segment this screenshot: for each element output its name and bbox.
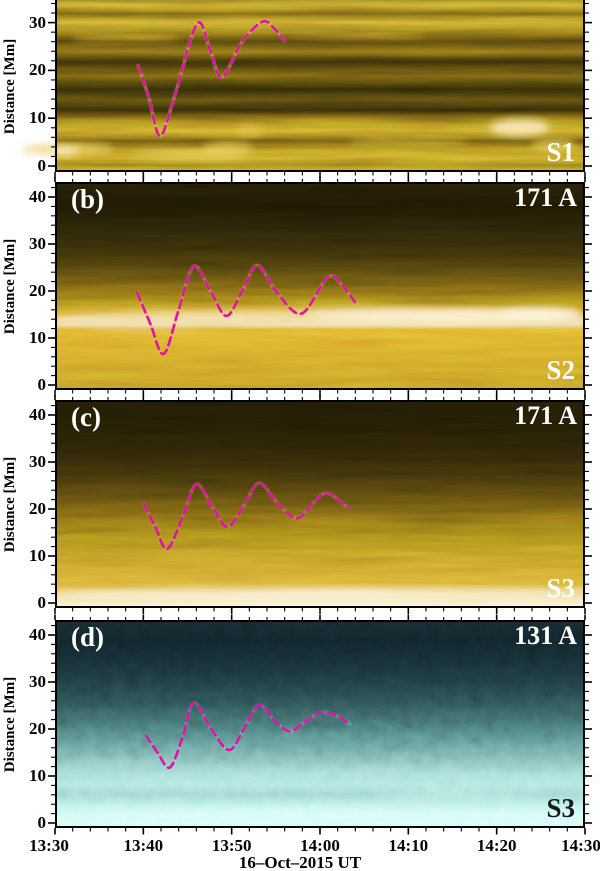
x-axis-tick-labels: 13:30 13:40 13:50 14:00 14:10 14:20 14:30: [0, 837, 600, 855]
passband-label: 171 A: [514, 183, 577, 212]
panel-frame: [55, 182, 585, 390]
plot-canvas-b: [48, 177, 592, 397]
panel-c: Distance [Mm] (c) 171 A S3 0 10 20 30 40: [3, 395, 600, 615]
y-tick-label: 10: [29, 546, 46, 565]
x-tick-label: 14:30: [561, 836, 600, 855]
y-tick-label: 0: [37, 813, 47, 832]
plot-canvas-d: [40, 615, 600, 835]
y-tick-label: 10: [29, 766, 46, 785]
panel-frame: [55, 620, 585, 828]
x-tick-label: 13:40: [123, 836, 164, 855]
y-tick-label: 40: [29, 187, 46, 206]
slit-label: S1: [546, 137, 575, 168]
y-tick-label: 0: [37, 593, 47, 612]
slit-label: S3: [546, 793, 575, 824]
x-axis-title: 16–Oct–2015 UT: [238, 853, 362, 871]
y-tick-label: 20: [29, 281, 46, 300]
y-tick-label: 20: [29, 499, 46, 518]
oscillation-track: [144, 701, 352, 770]
y-tick-label: 20: [29, 60, 46, 80]
panel-d: Distance [Mm] (d) 131 A S3 0 10 20 30 40: [3, 615, 600, 835]
slit-label: S2: [546, 355, 575, 386]
y-tick-label: 0: [37, 375, 47, 394]
passband-label: 131 A: [514, 621, 577, 650]
panel-a: Distance [Mm] S1 0 10 20 30: [3, 0, 592, 179]
panel-frame: [55, 0, 585, 172]
y-tick-label: 20: [29, 719, 46, 738]
y-tick-label: 10: [29, 108, 46, 128]
panel-letter: (d): [71, 622, 104, 652]
noise-texture: [55, 620, 585, 828]
y-tick-label: 40: [29, 405, 46, 424]
y-tick-label: 30: [29, 12, 46, 32]
axis-ticks: [48, 395, 592, 615]
oscillation-track: [135, 263, 359, 356]
slit-label: S3: [546, 573, 575, 604]
oscillation-track: [142, 481, 350, 551]
axis-ticks: [48, 177, 592, 397]
y-tick-label: 30: [29, 452, 46, 471]
panel-frame: [55, 400, 585, 608]
y-tick-label: 30: [29, 234, 46, 253]
x-tick-label: 14:10: [388, 836, 429, 855]
x-tick-label: 14:20: [476, 836, 517, 855]
noise-texture: [55, 400, 585, 608]
y-tick-label: 30: [29, 672, 46, 691]
panel-letter: (c): [71, 402, 101, 432]
plot-canvas-c: [40, 395, 600, 615]
y-tick-label: 10: [29, 328, 46, 347]
panel-b: Distance [Mm] (b) 171 A S2 0 10 20 30 40: [3, 177, 592, 397]
y-tick-label: 40: [29, 625, 46, 644]
panel-letter: (b): [71, 184, 104, 214]
plot-canvas-a: [23, 0, 592, 179]
passband-label: 171 A: [514, 401, 577, 430]
y-tick-label: 0: [37, 156, 47, 175]
x-tick-label: 14:00: [300, 836, 340, 855]
oscillation-track: [136, 19, 286, 138]
x-tick-label: 13:30: [29, 836, 69, 855]
x-tick-label: 13:50: [211, 836, 252, 855]
axis-ticks: [48, 615, 592, 835]
noise-texture: [55, 0, 585, 172]
